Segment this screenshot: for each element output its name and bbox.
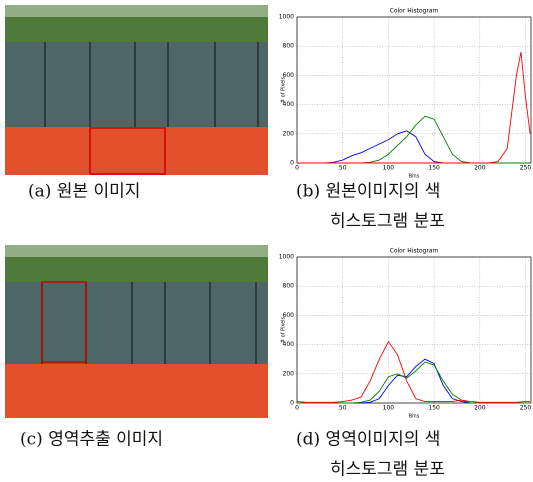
x-tick-label: 250	[520, 165, 532, 172]
y-tick-label: 400	[283, 341, 295, 348]
caption: (c) 영역추출 이미지	[20, 430, 163, 450]
y-tick-label: 400	[283, 101, 295, 108]
x-axis-label: Bins	[409, 414, 420, 420]
series-line	[297, 131, 530, 163]
figure: (a) 원본 이미지 (b) 원본이미지의 색 히스토그램 분포 (c) 영역추…	[0, 0, 533, 482]
y-tick-label: 600	[283, 312, 295, 319]
x-tick-label: 150	[428, 405, 440, 412]
x-tick-label: 100	[383, 165, 395, 172]
y-tick-label: 800	[283, 43, 295, 50]
figure-canvas: (a) 원본 이미지 (b) 원본이미지의 색 히스토그램 분포 (c) 영역추…	[0, 0, 533, 482]
x-tick-label: 200	[474, 165, 486, 172]
x-tick-label: 200	[474, 405, 486, 412]
caption: (a) 원본 이미지	[28, 182, 140, 202]
y-tick-label: 200	[283, 130, 295, 137]
caption: (d) 영역이미지의 색	[296, 430, 440, 450]
y-axis-label: # of Pixels	[281, 76, 287, 103]
plot-frame	[297, 17, 531, 163]
series-line	[297, 359, 530, 403]
y-tick-label: 0	[290, 160, 294, 167]
y-tick-label: 1000	[279, 14, 294, 21]
chart-title: Color Histogram	[390, 248, 439, 255]
x-tick-label: 0	[295, 405, 299, 412]
photo-original	[5, 5, 268, 175]
caption: 히스토그램 분포	[330, 460, 445, 480]
x-tick-label: 150	[428, 165, 440, 172]
photo-region	[5, 245, 268, 418]
caption: (b) 원본이미지의 색	[296, 182, 440, 202]
y-tick-label: 600	[283, 72, 295, 79]
x-tick-label: 250	[520, 405, 532, 412]
x-axis-label: Bins	[409, 174, 420, 180]
y-tick-label: 200	[283, 370, 295, 377]
caption: 히스토그램 분포	[330, 212, 445, 232]
series-line	[297, 116, 530, 163]
y-axis-label: # of Pixels	[281, 316, 287, 343]
series-line	[297, 342, 530, 403]
y-tick-label: 1000	[279, 254, 294, 261]
y-tick-label: 800	[283, 283, 295, 290]
x-tick-label: 100	[383, 405, 395, 412]
x-tick-label: 50	[339, 165, 347, 172]
chart-title: Color Histogram	[390, 8, 439, 15]
x-tick-label: 0	[295, 165, 299, 172]
plot-frame	[297, 257, 531, 403]
series-line	[297, 362, 530, 403]
x-tick-label: 50	[339, 405, 347, 412]
y-tick-label: 0	[290, 400, 294, 407]
series-line	[297, 52, 530, 163]
